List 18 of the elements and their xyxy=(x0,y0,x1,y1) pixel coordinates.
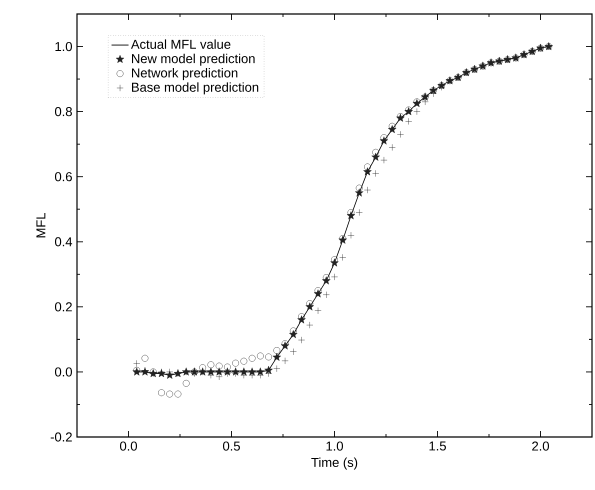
y-tick-label: 0.2 xyxy=(54,302,72,312)
x-tick-label: 1.5 xyxy=(429,442,446,451)
y-tick-label: 0.0 xyxy=(54,367,72,377)
x-tick-label: 0.0 xyxy=(120,442,138,451)
y-tick-label: -0.2 xyxy=(50,432,72,442)
y-tick-label: 0.6 xyxy=(54,172,72,182)
x-tick-label: 2.0 xyxy=(532,442,550,451)
legend-label: Base model prediction xyxy=(132,82,258,94)
y-tick-label: 0.4 xyxy=(54,237,72,246)
legend-label: Actual MFL value xyxy=(130,39,230,49)
y-axis-title: MFL xyxy=(36,212,46,238)
legend-label: New model prediction xyxy=(132,54,255,66)
y-tick-label: 0.8 xyxy=(54,107,72,116)
legend-label: Network prediction xyxy=(132,68,238,80)
x-axis-title: Time (s) xyxy=(311,458,358,470)
x-tick-label: 1.0 xyxy=(326,442,344,451)
y-tick-label: 1.0 xyxy=(55,42,72,52)
x-tick-label: 0.5 xyxy=(223,442,240,451)
